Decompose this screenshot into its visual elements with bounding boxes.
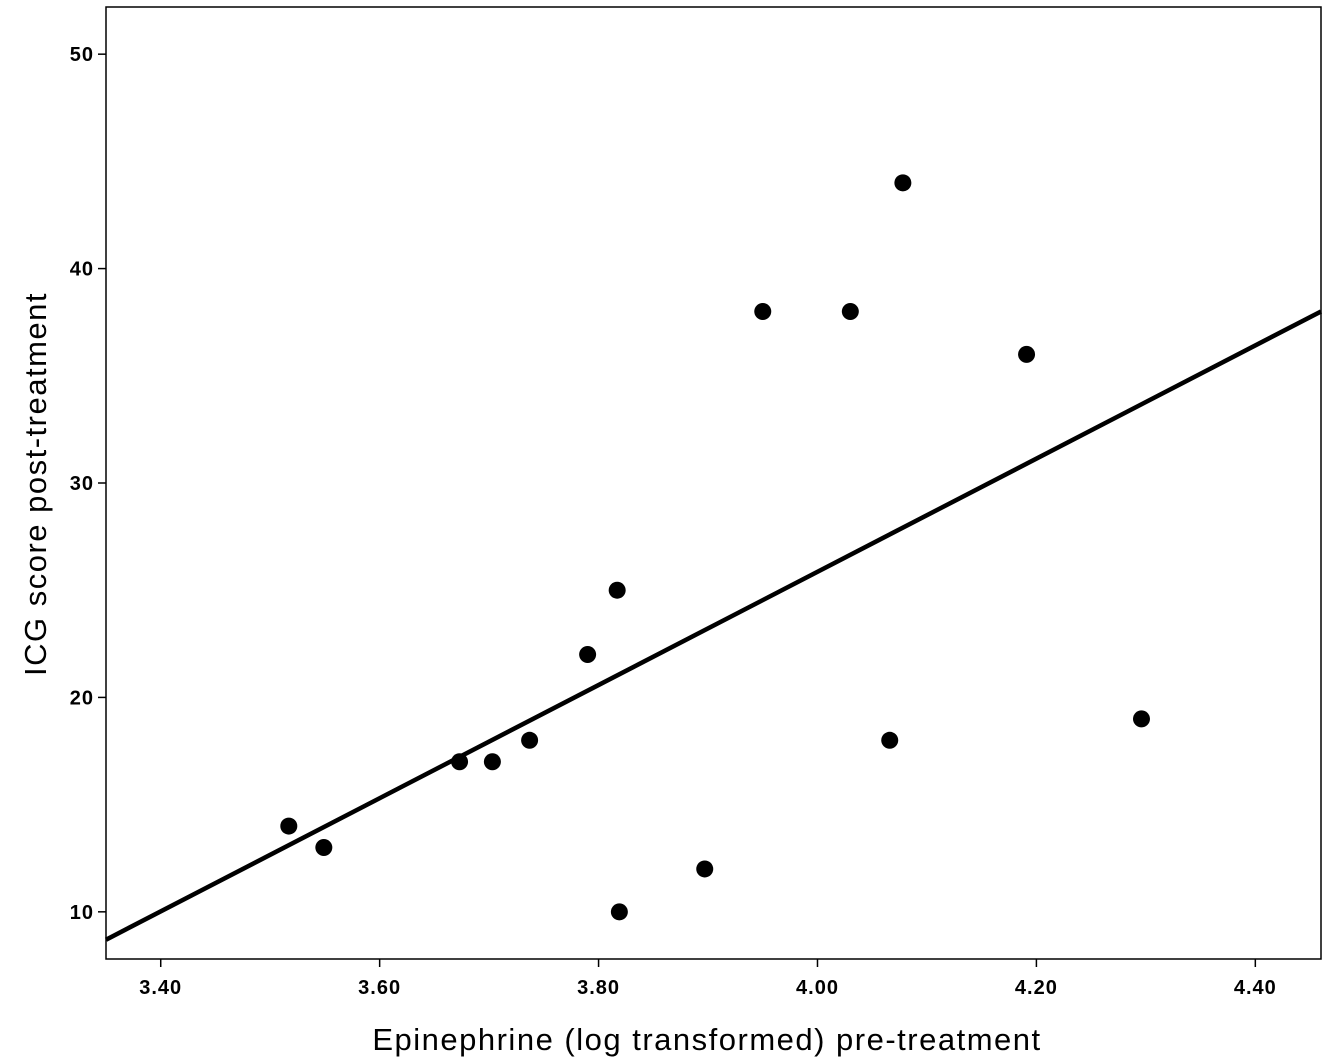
data-point [280, 817, 298, 835]
y-tick-label: 50 [70, 44, 94, 66]
x-axis-title: Epinephrine (log transformed) pre-treatm… [372, 1022, 1041, 1057]
plot-frame [105, 6, 1322, 960]
y-axis: 10 20 30 40 50 [70, 44, 106, 924]
data-point [315, 839, 333, 857]
x-tick-label: 4.40 [1234, 977, 1277, 999]
plot-area [105, 6, 1322, 960]
data-point [610, 903, 628, 921]
data-point [894, 174, 912, 192]
x-tick-label: 3.80 [577, 977, 620, 999]
data-point [579, 646, 597, 664]
data-point [1018, 345, 1036, 363]
x-tick-label: 3.60 [358, 977, 401, 999]
data-point [1132, 710, 1150, 728]
x-tick-label: 4.00 [796, 977, 839, 999]
y-axis-title: ICG score post-treatment [18, 292, 53, 676]
data-point [841, 302, 859, 320]
x-tick-label: 3.40 [139, 977, 182, 999]
data-point [696, 860, 714, 878]
y-tick-label: 10 [70, 902, 94, 924]
x-tick-label: 4.20 [1015, 977, 1058, 999]
points-layer [280, 174, 1150, 921]
y-tick-label: 30 [70, 473, 94, 495]
data-point [754, 302, 772, 320]
y-tick-label: 20 [70, 687, 94, 709]
x-axis: 3.40 3.60 3.80 4.00 4.20 4.40 [139, 959, 1277, 999]
data-point [451, 753, 469, 771]
data-point [608, 581, 626, 599]
data-point [483, 753, 501, 771]
y-tick-label: 40 [70, 259, 94, 281]
data-point [521, 731, 539, 749]
fit-line [104, 309, 1323, 942]
data-point [881, 731, 899, 749]
fit-line-layer [104, 309, 1323, 942]
